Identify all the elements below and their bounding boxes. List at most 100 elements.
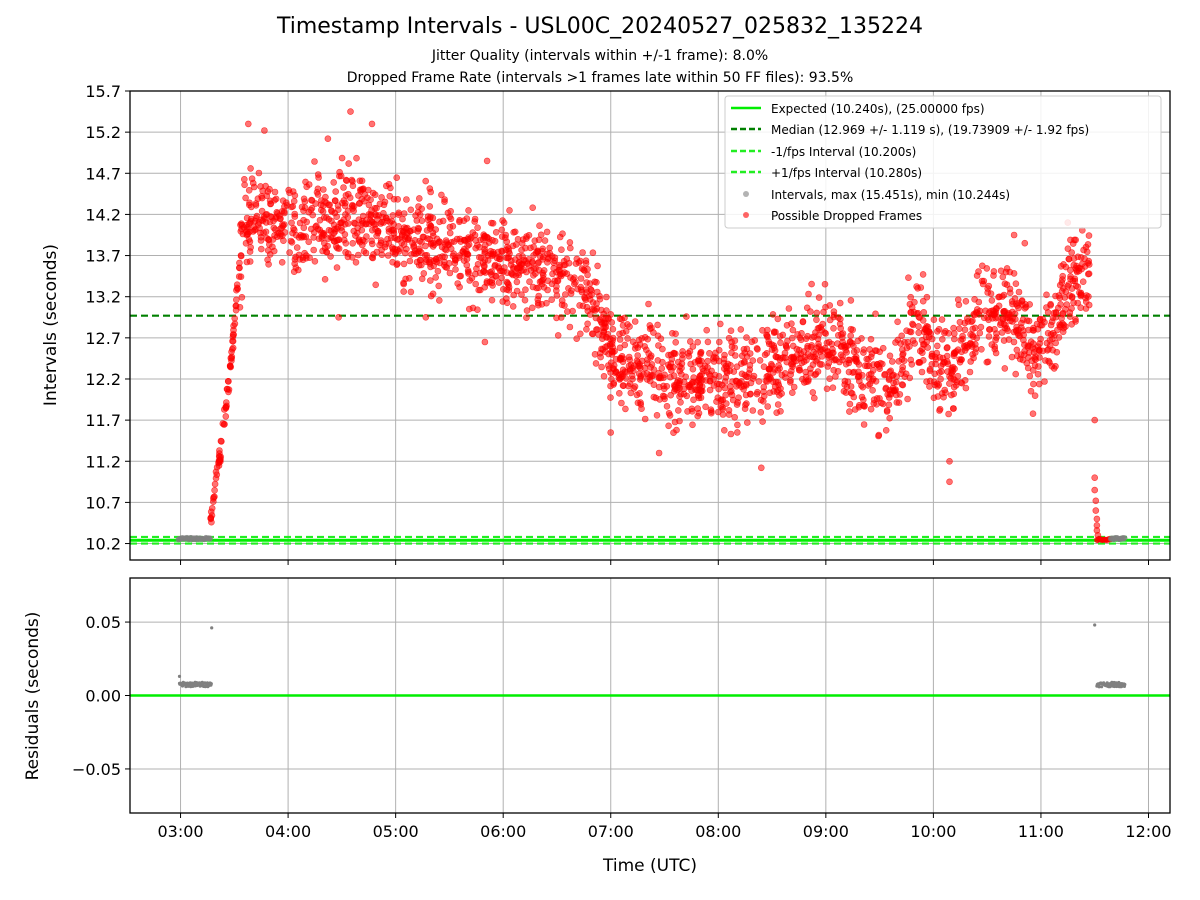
dropped-frame-recovery-point bbox=[1091, 474, 1098, 482]
dropped-frame-point bbox=[592, 360, 600, 367]
dropped-frame-point bbox=[702, 403, 709, 411]
dropped-frame-point bbox=[338, 154, 346, 162]
dropped-frame-point bbox=[689, 421, 696, 429]
dropped-frame-point bbox=[535, 301, 542, 309]
top-y-tick-label: 10.2 bbox=[85, 535, 121, 554]
dropped-frame-point bbox=[676, 417, 683, 425]
dropped-frame-point bbox=[300, 224, 308, 232]
dropped-frame-point bbox=[677, 398, 684, 406]
dropped-frame-point bbox=[515, 259, 523, 267]
dropped-frame-point bbox=[270, 224, 278, 232]
dropped-frame-point bbox=[429, 243, 437, 250]
dropped-frame-point bbox=[207, 515, 215, 523]
x-tick-label: 06:00 bbox=[480, 822, 526, 841]
dropped-frame-point bbox=[645, 300, 652, 308]
dropped-frame-point bbox=[962, 297, 970, 305]
dropped-frame-point bbox=[261, 215, 268, 222]
dropped-frame-point bbox=[1062, 323, 1069, 330]
dropped-frame-point bbox=[867, 335, 875, 343]
dropped-frame-point bbox=[506, 207, 513, 214]
dropped-frame-point bbox=[957, 356, 965, 363]
dropped-frame-point bbox=[522, 257, 529, 265]
dropped-frame-point bbox=[291, 210, 299, 218]
dropped-frame-point bbox=[481, 250, 489, 257]
dropped-frame-point bbox=[266, 218, 274, 226]
dropped-frame-point bbox=[825, 359, 833, 367]
dropped-frame-point bbox=[1012, 370, 1020, 378]
dropped-frame-point bbox=[960, 342, 968, 350]
dropped-frame-point bbox=[451, 259, 459, 267]
dropped-frame-point bbox=[388, 244, 396, 251]
dropped-frame-point bbox=[847, 332, 855, 340]
dropped-frame-point bbox=[382, 240, 390, 248]
dropped-frame-point bbox=[535, 284, 542, 292]
dropped-frame-point bbox=[643, 376, 651, 383]
dropped-frame-point bbox=[302, 252, 310, 259]
dropped-frame-point bbox=[956, 325, 963, 333]
dropped-frame-point bbox=[260, 229, 267, 236]
dropped-frame-point bbox=[772, 353, 780, 360]
dropped-frame-point bbox=[358, 177, 366, 185]
dropped-frame-point bbox=[650, 381, 658, 389]
dropped-frame-point bbox=[898, 346, 906, 353]
dropped-frame-point bbox=[263, 234, 271, 242]
dropped-frame-point bbox=[674, 407, 682, 414]
dropped-frame-point bbox=[774, 366, 782, 374]
dropped-frame-point bbox=[866, 346, 874, 353]
dropped-frame-point bbox=[321, 275, 329, 283]
dropped-frame-point bbox=[233, 284, 241, 292]
dropped-frame-point bbox=[386, 192, 394, 200]
dropped-frame-point bbox=[335, 236, 343, 243]
dropped-frame-point bbox=[242, 240, 250, 247]
dropped-frame-point bbox=[554, 332, 562, 339]
dropped-frame-point bbox=[246, 248, 254, 255]
dropped-frame-point bbox=[1019, 356, 1027, 364]
dropped-frame-point bbox=[509, 303, 517, 310]
dropped-frame-point bbox=[372, 281, 380, 289]
dropped-frame-point bbox=[403, 245, 410, 253]
dropped-frame-point bbox=[774, 315, 782, 323]
dropped-frame-point bbox=[406, 257, 414, 265]
dropped-frame-point bbox=[934, 327, 941, 335]
dropped-frame-point bbox=[605, 365, 613, 373]
dropped-frame-point bbox=[733, 363, 741, 371]
dropped-frame-point bbox=[756, 357, 764, 364]
dropped-frame-point bbox=[895, 357, 903, 365]
dropped-frame-point bbox=[311, 257, 319, 265]
dropped-frame-point bbox=[438, 191, 445, 199]
dropped-frame-point bbox=[950, 335, 958, 343]
dropped-frame-point bbox=[384, 252, 392, 259]
dropped-frame-point bbox=[429, 290, 437, 298]
dropped-frame-point bbox=[728, 343, 736, 350]
dropped-frame-point bbox=[938, 316, 946, 323]
dropped-frame-point bbox=[919, 297, 927, 305]
dropped-frame-point bbox=[897, 370, 905, 378]
dropped-frame-point bbox=[313, 189, 321, 196]
residual-point bbox=[210, 626, 214, 630]
dropped-frame-point bbox=[319, 186, 327, 193]
dropped-frame-point bbox=[587, 286, 595, 293]
dropped-frame-point bbox=[845, 368, 853, 376]
dropped-frame-point bbox=[421, 252, 429, 259]
dropped-frame-point bbox=[631, 345, 639, 352]
dropped-frame-point bbox=[495, 279, 503, 286]
dropped-frame-point bbox=[873, 347, 880, 355]
dropped-frame-point bbox=[749, 407, 757, 414]
dropped-frame-point bbox=[465, 207, 472, 214]
dropped-frame-point bbox=[1043, 291, 1050, 299]
dropped-frame-point bbox=[720, 426, 728, 434]
dropped-frame-point bbox=[665, 409, 673, 417]
dropped-frame-point bbox=[727, 387, 735, 395]
dropped-frame-point bbox=[702, 377, 710, 384]
dropped-frame-point bbox=[609, 343, 617, 351]
dropped-frame-outlier bbox=[481, 338, 489, 346]
dropped-frame-point bbox=[630, 385, 638, 392]
dropped-frame-outlier bbox=[368, 120, 376, 128]
dropped-frame-point bbox=[954, 296, 962, 304]
dropped-frame-point bbox=[532, 249, 540, 257]
dropped-frame-point bbox=[532, 270, 539, 277]
dropped-frame-point bbox=[222, 404, 230, 412]
dropped-frame-point bbox=[237, 252, 245, 260]
dropped-frame-point bbox=[241, 181, 248, 189]
dropped-frame-point bbox=[553, 292, 561, 299]
